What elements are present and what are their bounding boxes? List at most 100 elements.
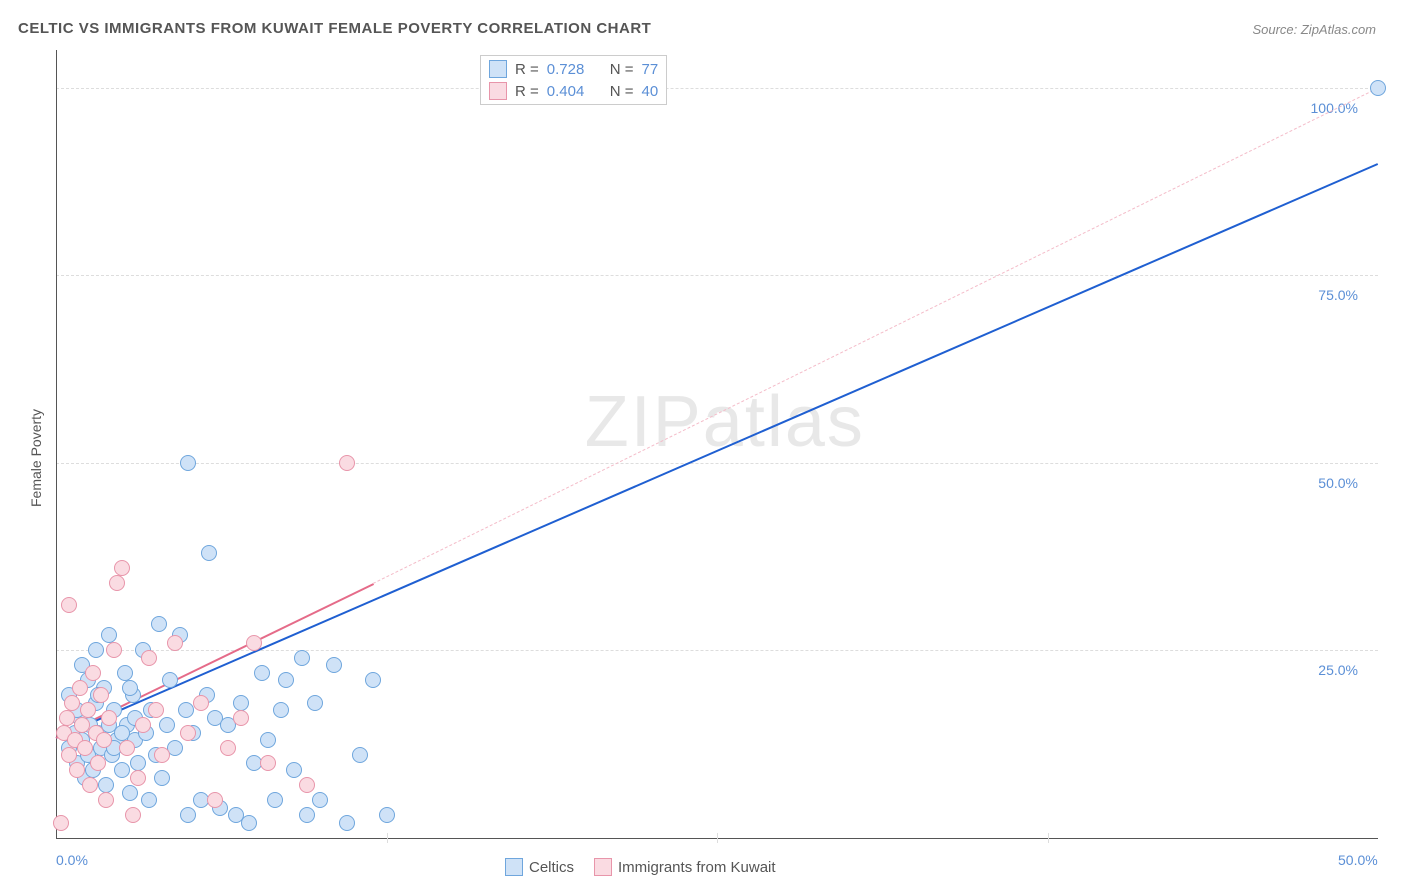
data-point — [379, 807, 395, 823]
data-point — [88, 642, 104, 658]
data-point — [119, 740, 135, 756]
x-tick-label: 0.0% — [56, 852, 88, 868]
data-point — [1370, 80, 1386, 96]
source-label: Source: ZipAtlas.com — [1252, 22, 1376, 37]
data-point — [162, 672, 178, 688]
data-point — [365, 672, 381, 688]
trend-line — [373, 88, 1378, 584]
data-point — [254, 665, 270, 681]
data-point — [53, 815, 69, 831]
data-point — [141, 792, 157, 808]
data-point — [141, 650, 157, 666]
data-point — [98, 792, 114, 808]
stat-n-value: 40 — [642, 83, 659, 100]
y-tick-label: 25.0% — [1318, 662, 1358, 678]
data-point — [312, 792, 328, 808]
data-point — [352, 747, 368, 763]
x-tick-label: 50.0% — [1338, 852, 1378, 868]
data-point — [267, 792, 283, 808]
x-minor-tick — [387, 833, 388, 843]
data-point — [233, 695, 249, 711]
trend-line — [56, 163, 1379, 739]
data-point — [98, 777, 114, 793]
data-point — [193, 695, 209, 711]
data-point — [246, 635, 262, 651]
stats-box: R = 0.728 N = 77 R = 0.404 N = 40 — [480, 55, 667, 105]
data-point — [130, 770, 146, 786]
legend-label: Immigrants from Kuwait — [618, 859, 776, 876]
data-point — [122, 680, 138, 696]
data-point — [339, 455, 355, 471]
data-point — [90, 755, 106, 771]
data-point — [278, 672, 294, 688]
stats-row: R = 0.728 N = 77 — [489, 58, 658, 80]
bottom-legend: Celtics Immigrants from Kuwait — [505, 858, 776, 876]
data-point — [69, 762, 85, 778]
data-point — [82, 777, 98, 793]
stat-n-label: N = — [610, 61, 634, 78]
data-point — [241, 815, 257, 831]
y-axis-line — [56, 50, 57, 838]
data-point — [178, 702, 194, 718]
stat-r-label: R = — [515, 83, 539, 100]
data-point — [114, 762, 130, 778]
data-point — [180, 455, 196, 471]
gridline — [56, 88, 1378, 89]
data-point — [233, 710, 249, 726]
data-point — [101, 627, 117, 643]
data-point — [93, 687, 109, 703]
data-point — [294, 650, 310, 666]
data-point — [125, 807, 141, 823]
stat-r-label: R = — [515, 61, 539, 78]
data-point — [180, 807, 196, 823]
data-point — [326, 657, 342, 673]
data-point — [61, 747, 77, 763]
data-point — [339, 815, 355, 831]
gridline — [56, 463, 1378, 464]
data-point — [154, 747, 170, 763]
y-tick-label: 50.0% — [1318, 475, 1358, 491]
data-point — [101, 710, 117, 726]
data-point — [180, 725, 196, 741]
legend-label: Celtics — [529, 859, 574, 876]
data-point — [122, 785, 138, 801]
data-point — [260, 732, 276, 748]
stat-r-value: 0.728 — [547, 61, 602, 78]
data-point — [61, 597, 77, 613]
data-point — [85, 665, 101, 681]
data-point — [307, 695, 323, 711]
data-point — [286, 762, 302, 778]
chart-container: CELTIC VS IMMIGRANTS FROM KUWAIT FEMALE … — [0, 0, 1406, 892]
data-point — [151, 616, 167, 632]
stats-row: R = 0.404 N = 40 — [489, 80, 658, 102]
data-point — [159, 717, 175, 733]
data-point — [77, 740, 93, 756]
stat-r-value: 0.404 — [547, 83, 602, 100]
plot-area: ZIPatlas 25.0%50.0%75.0%100.0% — [56, 50, 1378, 838]
data-point — [114, 560, 130, 576]
legend-swatch — [505, 858, 523, 876]
data-point — [154, 770, 170, 786]
stat-n-value: 77 — [642, 61, 659, 78]
data-point — [117, 665, 133, 681]
stat-n-label: N = — [610, 83, 634, 100]
data-point — [220, 740, 236, 756]
watermark: ZIPatlas — [585, 381, 865, 463]
data-point — [148, 702, 164, 718]
chart-title: CELTIC VS IMMIGRANTS FROM KUWAIT FEMALE … — [18, 20, 651, 37]
series-swatch — [489, 82, 507, 100]
legend-swatch — [594, 858, 612, 876]
legend-item: Celtics — [505, 858, 574, 876]
data-point — [207, 792, 223, 808]
data-point — [299, 807, 315, 823]
y-tick-label: 75.0% — [1318, 287, 1358, 303]
data-point — [299, 777, 315, 793]
x-minor-tick — [1048, 833, 1049, 843]
data-point — [96, 732, 112, 748]
data-point — [273, 702, 289, 718]
legend-item: Immigrants from Kuwait — [594, 858, 776, 876]
data-point — [64, 695, 80, 711]
data-point — [106, 642, 122, 658]
data-point — [167, 635, 183, 651]
data-point — [114, 725, 130, 741]
